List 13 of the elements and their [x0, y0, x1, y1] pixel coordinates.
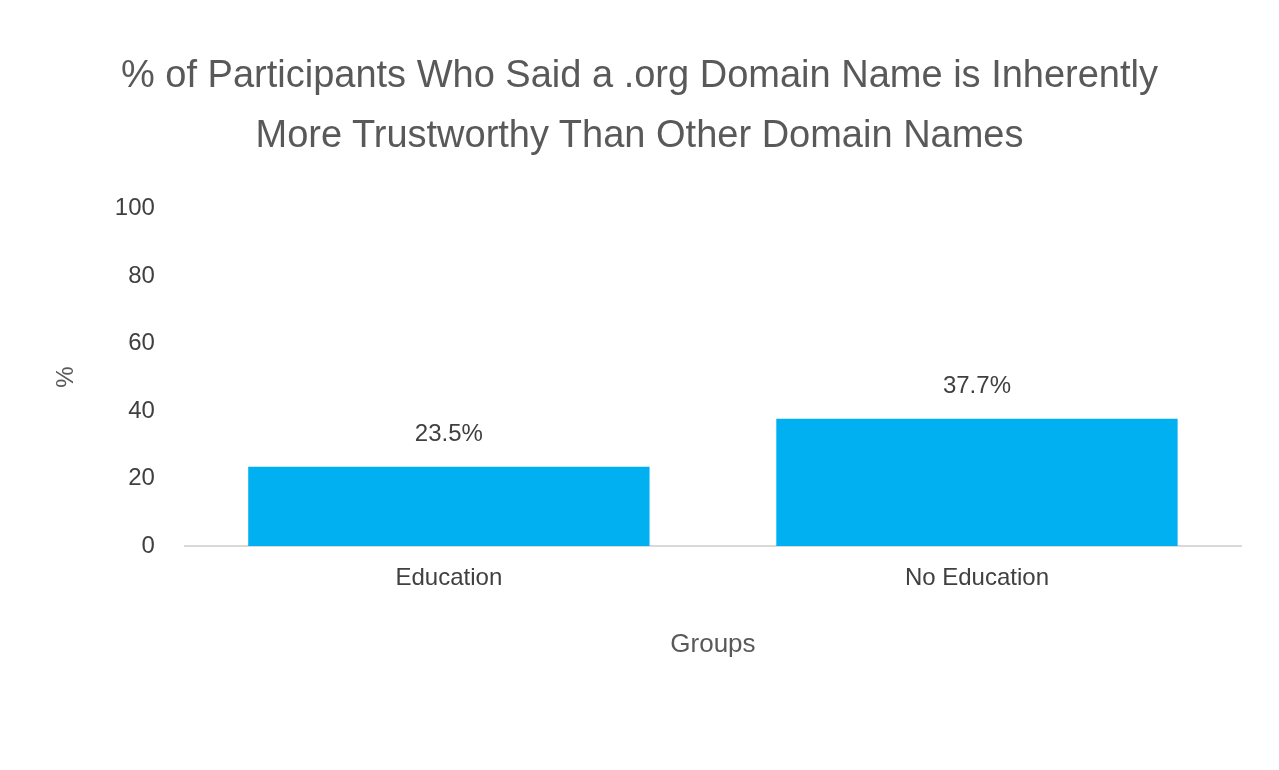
- x-tick-label: Education: [395, 563, 503, 591]
- x-axis-title: Groups: [670, 627, 756, 658]
- data-label: 37.7%: [942, 371, 1011, 399]
- data-label: 23.5%: [414, 419, 483, 447]
- y-tick-label: 60: [128, 328, 155, 356]
- y-tick-label: 20: [128, 463, 155, 491]
- x-tick-label: No Education: [904, 563, 1050, 591]
- y-tick-label: 80: [128, 260, 155, 288]
- chart-title: % of Participants Who Said a .org Domain Name is Inherently More Trustworthy Than Other Domain Names: [120, 52, 1159, 157]
- y-axis-title: %: [51, 366, 79, 388]
- y-tick-label: 40: [128, 395, 155, 423]
- y-tick-label: 100: [114, 193, 155, 221]
- y-tick-label: 0: [141, 530, 155, 558]
